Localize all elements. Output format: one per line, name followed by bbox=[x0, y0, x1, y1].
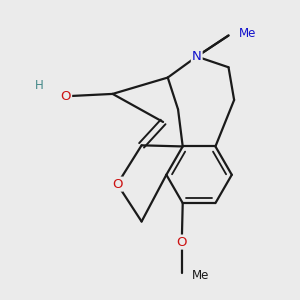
Text: O: O bbox=[61, 90, 71, 103]
Text: H: H bbox=[34, 80, 43, 92]
Text: O: O bbox=[176, 236, 187, 249]
Text: O: O bbox=[112, 178, 122, 190]
Text: Me: Me bbox=[192, 269, 209, 282]
Text: Me: Me bbox=[239, 27, 256, 40]
Text: N: N bbox=[192, 50, 202, 63]
